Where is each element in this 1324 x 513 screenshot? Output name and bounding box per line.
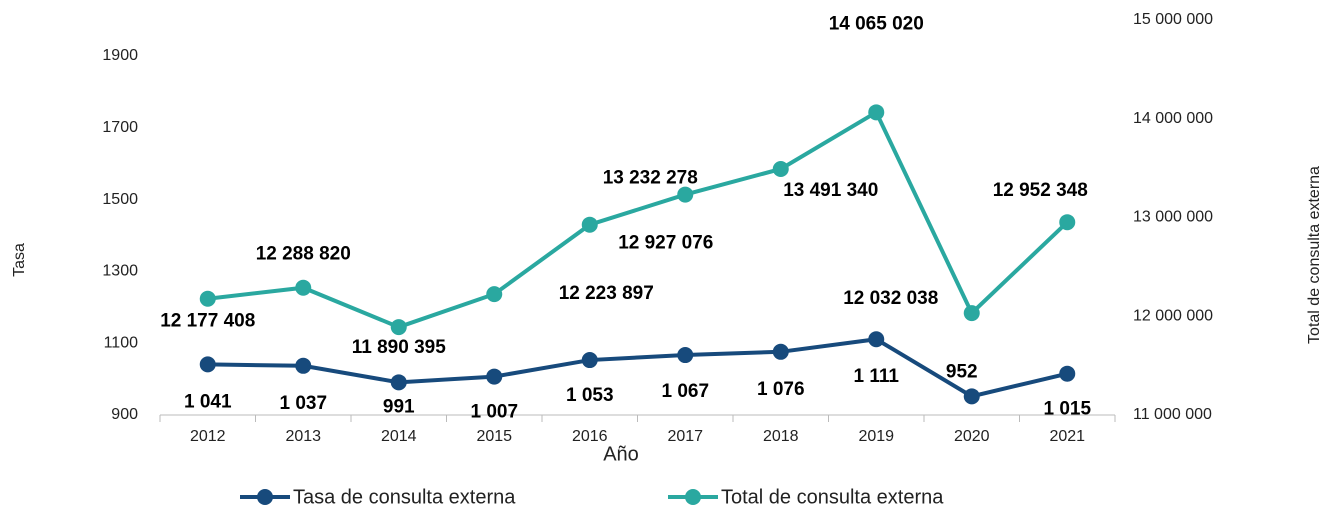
point [295,357,312,374]
point [199,290,216,307]
point [772,160,789,177]
series-line [207,337,1068,399]
x-tick-label: 2016 [572,428,608,445]
y-tick-label: 1900 [102,47,138,64]
x-tick-label: 2014 [381,428,417,445]
y2-tick-label: 12 000 000 [1133,307,1213,324]
y-tick-label: 1300 [102,263,138,280]
point [199,356,216,373]
value-label: 13 232 278 [603,168,698,189]
value-label: 1 076 [757,379,805,400]
y2-tick-label: 13 000 000 [1133,209,1213,226]
value-label: 1 007 [470,402,518,423]
value-label: 991 [383,396,415,417]
point [390,319,407,336]
y2-tick-label: 15 000 000 [1133,11,1213,28]
point [295,279,312,296]
value-label: 12 032 038 [843,288,938,309]
point [1059,365,1076,382]
value-label: 1 111 [854,366,900,387]
value-label: 1 037 [279,393,327,414]
x-tick-label: 2020 [954,428,990,445]
y-axis-label: Tasa [11,243,28,277]
legend-marker [685,489,701,505]
x-tick-label: 2018 [763,428,799,445]
legend-marker [257,489,273,505]
point [868,104,885,121]
y-tick-label: 1100 [104,334,139,351]
value-label: 12 952 348 [993,180,1088,201]
value-label: 13 491 340 [783,180,878,201]
point [677,186,694,203]
y2-tick-label: 14 000 000 [1133,110,1213,127]
value-label: 14 065 020 [829,13,924,34]
x-tick-label: 2019 [858,428,894,445]
point [772,343,789,360]
y-tick-label: 1700 [102,119,138,136]
value-label: 12 927 076 [618,233,713,254]
value-label: 1 015 [1043,399,1091,420]
point [486,368,503,385]
value-label: 1 067 [661,381,709,402]
y-tick-label: 1500 [102,191,138,208]
point [581,216,598,233]
legend-label: Tasa de consulta externa [293,486,516,508]
value-label: 11 890 395 [352,337,446,358]
value-label: 12 288 820 [256,244,351,265]
value-label: 12 223 897 [559,283,654,304]
point [390,374,407,391]
point [581,352,598,369]
point [486,286,503,303]
y2-axis-label: Total de consulta externa [1306,166,1323,344]
point [677,347,694,364]
y2-tick-label: 11 000 000 [1133,406,1212,423]
x-tick-label: 2015 [476,428,512,445]
value-label: 1 053 [566,385,614,406]
x-tick-label: 2017 [667,428,703,445]
y-tick-label: 900 [111,406,138,423]
value-label: 12 177 408 [160,311,255,332]
x-tick-label: 2013 [285,428,321,445]
x-axis-label: Año [603,443,639,465]
point [963,388,980,405]
legend-label: Total de consulta externa [721,486,944,508]
x-tick-label: 2021 [1049,428,1085,445]
point [1059,214,1076,231]
value-label: 952 [946,361,978,382]
x-tick-label: 2012 [190,428,226,445]
series-line [207,109,1069,330]
point [963,305,980,322]
point [868,331,885,348]
value-label: 1 041 [184,391,232,412]
